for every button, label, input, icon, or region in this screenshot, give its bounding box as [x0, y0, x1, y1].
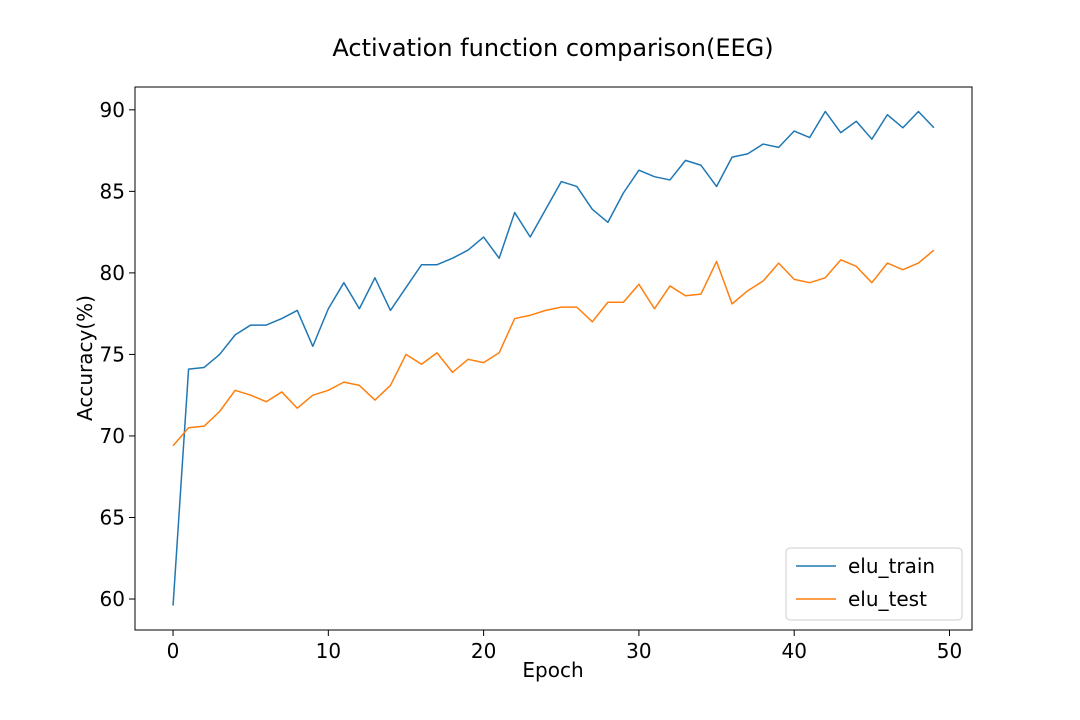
legend-label-elu-train: elu_train: [848, 554, 935, 578]
x-axis-label: Epoch: [522, 658, 583, 682]
y-tick-label: 75: [100, 342, 125, 366]
plot-area-frame: [134, 86, 973, 631]
y-axis: 60 65 70 75 80 85 90: [100, 98, 135, 611]
series-line-elu-train: [172, 110, 935, 606]
legend-label-elu-test: elu_test: [848, 587, 927, 611]
y-tick-label: 90: [100, 98, 125, 122]
x-tick-label: 20: [471, 639, 496, 663]
series-layer: [172, 110, 935, 606]
x-tick-label: 40: [781, 639, 806, 663]
x-axis: 0 10 20 30 40 50: [167, 630, 962, 663]
x-tick-label: 50: [937, 639, 962, 663]
y-axis-label: Accuracy(%): [73, 295, 97, 421]
x-tick-label: 30: [626, 639, 651, 663]
x-tick-label: 0: [167, 639, 180, 663]
chart-title: Activation function comparison(EEG): [332, 34, 773, 62]
y-tick-label: 85: [100, 179, 125, 203]
y-tick-label: 70: [100, 424, 125, 448]
y-tick-label: 65: [100, 505, 125, 529]
x-tick-label: 10: [316, 639, 341, 663]
series-line-elu-test: [172, 249, 935, 447]
y-tick-label: 60: [100, 587, 125, 611]
legend: elu_train elu_test: [785, 547, 963, 621]
y-tick-label: 80: [100, 261, 125, 285]
